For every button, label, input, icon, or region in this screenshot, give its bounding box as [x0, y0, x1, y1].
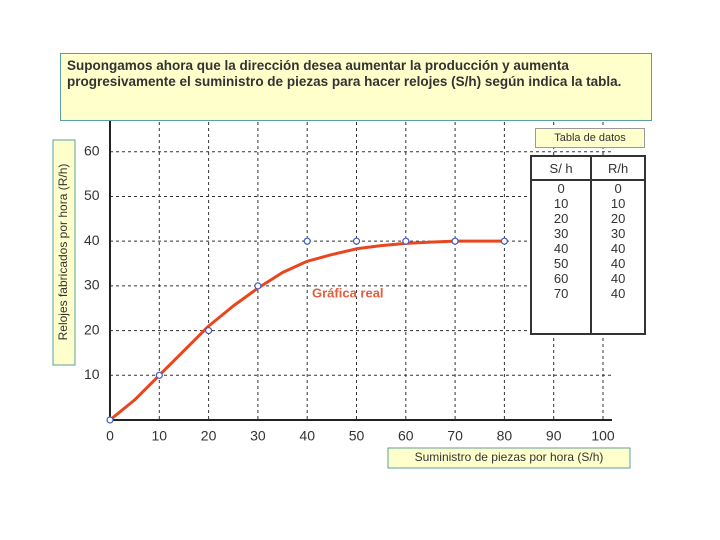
x-tick-label: 100	[591, 428, 615, 444]
x-tick-label: 80	[497, 428, 513, 444]
table-cell: 0	[590, 180, 645, 196]
table-cell: 40	[590, 286, 645, 334]
table-cell: 60	[553, 271, 569, 286]
table-cell: 30	[553, 226, 569, 241]
x-tick-label: 90	[546, 428, 562, 444]
table-cell: 40	[553, 241, 569, 256]
annotation: Gráfica real	[312, 285, 384, 300]
data-point	[254, 282, 262, 290]
table-cell: 40	[590, 256, 645, 271]
data-point	[106, 416, 114, 424]
x-tick-label: 70	[447, 428, 463, 444]
table-title: Tabla de datos	[535, 128, 645, 148]
header-text: Supongamos ahora que la dirección desea …	[60, 53, 652, 121]
column-header: R/h	[590, 156, 645, 181]
table-cell: 20	[553, 211, 569, 226]
table-row: 60 40	[531, 271, 645, 286]
table-header-row: S/ h R/h	[531, 156, 645, 181]
data-point	[402, 237, 410, 245]
y-tick-label: 20	[84, 321, 100, 337]
y-tick-label: 40	[84, 232, 100, 248]
data-line	[109, 239, 505, 422]
x-tick-label: 40	[299, 428, 315, 444]
x-tick-label: 50	[349, 428, 365, 444]
x-label-box	[387, 447, 631, 469]
data-table: S/ h R/h 0 0 10 10 20 20 30 30 40 40 50 40 60 40 70 40	[530, 155, 646, 335]
data-point	[500, 237, 508, 245]
table-row: 10 10	[531, 196, 645, 211]
table-cell: 30	[590, 226, 645, 241]
table-row: 30 30	[531, 226, 645, 241]
table-cell: 10	[590, 196, 645, 211]
y-tick-label: 60	[84, 142, 100, 158]
table-cell: 40	[590, 271, 645, 286]
data-point	[155, 371, 163, 379]
table-row: 40 40	[531, 241, 645, 256]
table-cell: 40	[590, 241, 645, 256]
data-point	[303, 237, 311, 245]
y-tick-label: 30	[84, 277, 100, 293]
table-cell: 70	[553, 286, 569, 301]
column-header: S/ h	[531, 156, 592, 181]
y-axis-label: Relojes fabricados por hora (R/h)	[56, 164, 70, 341]
table-cell: 0	[557, 181, 565, 196]
table-cell: 50	[553, 256, 569, 271]
x-tick-label: 60	[398, 428, 414, 444]
table-cell: 20	[590, 211, 645, 226]
x-axis-label: Suministro de piezas por hora (S/h)	[415, 450, 604, 464]
y-tick-label: 10	[84, 366, 100, 382]
x-tick-label: 30	[250, 428, 266, 444]
y-tick-label: 50	[84, 187, 100, 203]
table-row: 70 40	[531, 286, 645, 334]
data-point	[451, 237, 459, 245]
x-tick-label: 0	[106, 428, 114, 444]
table-cell: 10	[553, 196, 569, 211]
table-row: 50 40	[531, 256, 645, 271]
x-tick-label: 20	[201, 428, 217, 444]
y-label-box	[52, 139, 76, 366]
data-point	[352, 237, 361, 245]
x-tick-label: 10	[152, 428, 168, 444]
table-row: 20 20	[531, 211, 645, 226]
data-point	[205, 326, 213, 335]
